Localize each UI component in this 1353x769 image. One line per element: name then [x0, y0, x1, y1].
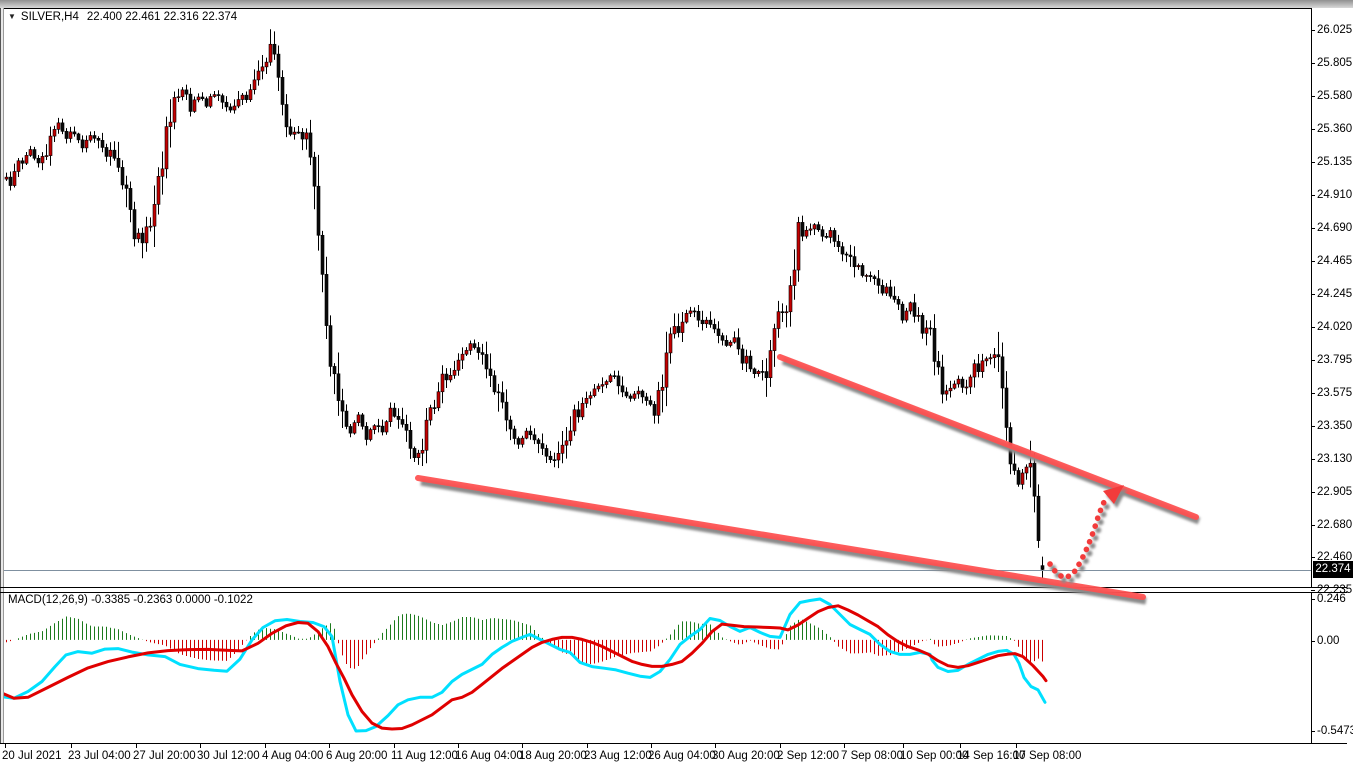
time-axis-label: 14 Sep 16:00 — [957, 750, 1026, 762]
price-axis-label: 23.795 — [1317, 354, 1353, 366]
breakout-arrow-object[interactable] — [1047, 485, 1127, 586]
price-axis-label: 22.905 — [1317, 486, 1353, 498]
time-axis-label: 23 Jul 04:00 — [68, 750, 131, 762]
price-axis-label: 22.460 — [1317, 551, 1353, 563]
price-axis-label: 24.910 — [1317, 189, 1353, 201]
price-axis-label: 23.575 — [1317, 387, 1353, 399]
time-axis-label: 18 Aug 20:00 — [519, 750, 587, 762]
time-axis-label: 17 Sep 08:00 — [1013, 750, 1082, 762]
ohlc-values: 22.400 22.461 22.316 22.374 — [86, 11, 238, 23]
axis-ticks — [5, 30, 1315, 748]
price-axis-label: 22.235 — [1317, 584, 1353, 596]
chart-title-bar: ▼ SILVER,H4 22.400 22.461 22.316 22.374 — [8, 11, 237, 23]
upper-trendline-object[interactable] — [777, 354, 1201, 525]
time-axis-label: 11 Aug 12:00 — [391, 750, 458, 762]
panel-frames — [0, 8, 1347, 744]
time-axis-label: 26 Aug 04:00 — [648, 750, 716, 762]
window-top-edge — [0, 0, 1353, 8]
macd-axis-label: 0.246 — [1317, 593, 1346, 605]
time-axis-label: 30 Jul 12:00 — [197, 750, 260, 762]
price-axis-label: 24.245 — [1317, 288, 1353, 300]
time-axis-label: 4 Aug 04:00 — [262, 750, 324, 762]
window-left-edge — [0, 8, 4, 744]
price-axis-label: 26.025 — [1317, 24, 1353, 36]
price-axis-label: 25.360 — [1317, 123, 1353, 135]
price-axis-label: 25.135 — [1317, 156, 1353, 168]
time-axis-label: 27 Jul 20:00 — [133, 750, 196, 762]
price-axis-label: 25.580 — [1317, 90, 1353, 102]
macd-axis-label: 0.00 — [1317, 635, 1340, 647]
candles-layer[interactable] — [4, 29, 1045, 579]
macd-indicator-label: MACD(12,26,9) -0.3385 -0.2363 0.0000 -0.… — [8, 594, 253, 606]
lower-trendline-object[interactable] — [415, 475, 1147, 605]
time-axis-label: 7 Sep 08:00 — [841, 750, 904, 762]
price-axis-label: 24.465 — [1317, 255, 1353, 267]
price-axis-label: 25.805 — [1317, 57, 1353, 69]
macd-axis-label: -0.5473 — [1317, 725, 1353, 737]
price-axis-label: 24.020 — [1317, 321, 1353, 333]
price-axis-label: 23.130 — [1317, 453, 1353, 465]
time-axis-label: 23 Aug 12:00 — [584, 750, 652, 762]
time-axis-label: 2 Sep 12:00 — [777, 750, 840, 762]
time-axis-label: 16 Aug 04:00 — [455, 750, 523, 762]
time-axis-label: 30 Aug 20:00 — [712, 750, 780, 762]
time-axis-label: 20 Jul 2021 — [2, 750, 62, 762]
symbol-timeframe-label: SILVER,H4 — [20, 11, 79, 23]
price-axis-label: 24.690 — [1317, 222, 1353, 234]
price-axis-label: 23.350 — [1317, 420, 1353, 432]
symbol-dropdown-icon[interactable]: ▼ — [8, 12, 16, 21]
time-axis-label: 10 Sep 00:00 — [900, 750, 969, 762]
macd-layer[interactable] — [0, 597, 1048, 733]
price-axis-label: 22.680 — [1317, 519, 1353, 531]
current-price-tag: 22.374 — [1313, 561, 1353, 578]
time-axis-label: 6 Aug 20:00 — [326, 750, 388, 762]
